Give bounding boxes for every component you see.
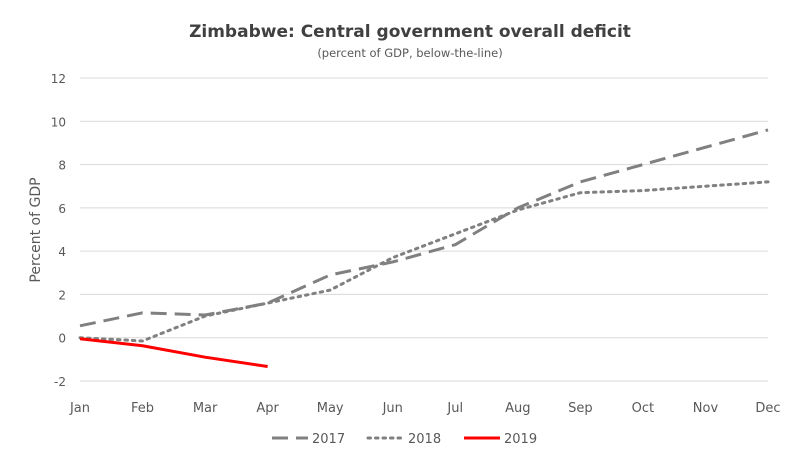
series-line-2019 [79,337,268,368]
x-tick-label: Sep [568,401,593,416]
x-tick-label: Jun [382,401,403,416]
series-line-2018 [78,180,770,343]
x-tick-label: Feb [131,401,154,416]
series-line-2017 [79,128,769,328]
chart-subtitle: (percent of GDP, below-the-line) [317,46,502,60]
x-tick-label: Jul [446,401,463,416]
y-tick-label: 2 [58,288,66,302]
y-tick-label: -2 [54,375,66,389]
x-tick-label: May [317,401,344,416]
x-tick-label: Apr [256,401,279,416]
x-tick-label: Nov [693,401,719,416]
y-tick-label: 6 [58,202,66,216]
y-axis-label: Percent of GDP [28,177,44,282]
y-tick-label: 10 [51,115,66,129]
legend-label: 2017 [312,432,345,447]
x-tick-label: Mar [193,401,218,416]
x-tick-label: Aug [505,401,530,416]
x-tick-label: Dec [755,401,780,416]
x-tick-label: Jan [69,401,90,416]
legend-label: 2018 [408,432,441,447]
y-tick-label: 4 [58,245,66,259]
y-tick-label: 12 [51,72,66,86]
y-tick-label: 0 [58,332,66,346]
y-tick-label: 8 [58,159,66,173]
x-tick-label: Oct [632,401,654,416]
chart-title: Zimbabwe: Central government overall def… [189,22,631,42]
legend-label: 2019 [504,432,537,447]
